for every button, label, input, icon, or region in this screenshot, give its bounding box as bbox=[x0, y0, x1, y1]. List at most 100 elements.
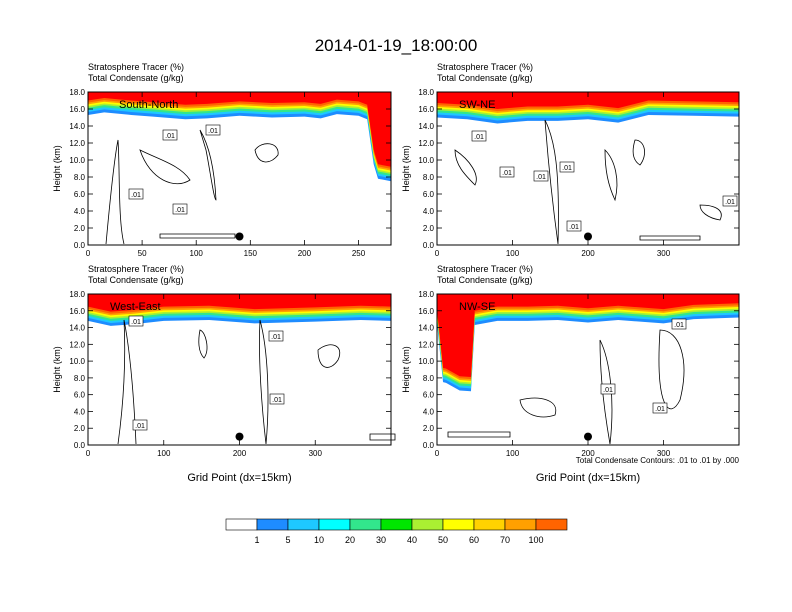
x-tick-label: 300 bbox=[657, 249, 671, 258]
y-tick-label: 14.0 bbox=[69, 324, 85, 333]
contour-label-box bbox=[162, 129, 178, 141]
y-tick-label: 6.0 bbox=[74, 391, 86, 400]
condensate-contour bbox=[259, 319, 269, 445]
x-tick-label: 200 bbox=[581, 249, 595, 258]
contour-label: .01 bbox=[536, 174, 546, 181]
panel-west-east: Stratosphere Tracer (%)Total Condensate … bbox=[52, 264, 396, 484]
x-tick-label: 300 bbox=[657, 449, 671, 458]
contour-label: .01 bbox=[569, 224, 579, 231]
y-tick-label: 4.0 bbox=[423, 207, 435, 216]
section-label: South-North bbox=[119, 99, 178, 111]
contour-label: .01 bbox=[655, 406, 665, 413]
y-tick-label: 18.0 bbox=[69, 290, 85, 299]
contour-label: .01 bbox=[208, 128, 218, 135]
y-tick-label: 10.0 bbox=[418, 357, 434, 366]
contour-label-box bbox=[205, 124, 221, 136]
colorbar-label: 40 bbox=[407, 535, 417, 545]
contour-label-box bbox=[533, 170, 549, 182]
contour-label-box bbox=[268, 330, 284, 342]
tracer-band-2 bbox=[437, 294, 739, 387]
colorbar-label: 10 bbox=[314, 535, 324, 545]
contour-label: .01 bbox=[562, 165, 572, 172]
y-tick-label: 16.0 bbox=[418, 105, 434, 114]
location-marker bbox=[584, 432, 592, 441]
y-axis-label: Height (km) bbox=[401, 346, 411, 393]
y-tick-label: 12.0 bbox=[418, 340, 434, 349]
condensate-contour bbox=[117, 319, 137, 445]
contour-label: .01 bbox=[674, 322, 684, 329]
condensate-contour bbox=[105, 139, 125, 245]
x-tick-label: 300 bbox=[309, 449, 323, 458]
panel-south-north: Stratosphere Tracer (%)Total Condensate … bbox=[52, 62, 392, 258]
panel-subtitle-tracer: Stratosphere Tracer (%) bbox=[437, 62, 533, 72]
x-tick-label: 100 bbox=[506, 449, 520, 458]
contour-label-box bbox=[559, 161, 575, 173]
section-label: SW-NE bbox=[459, 99, 495, 111]
section-label: NW-SE bbox=[459, 301, 495, 313]
y-tick-label: 2.0 bbox=[423, 424, 435, 433]
contour-label-box bbox=[566, 220, 582, 232]
condensate-contour bbox=[159, 233, 236, 239]
x-tick-label: 50 bbox=[138, 249, 147, 258]
y-tick-label: 4.0 bbox=[74, 407, 86, 416]
y-tick-label: 0.0 bbox=[423, 441, 435, 450]
contour-label: .01 bbox=[502, 170, 512, 177]
contour-label: .01 bbox=[272, 397, 282, 404]
condensate-contour bbox=[447, 431, 511, 438]
condensate-contour bbox=[454, 149, 477, 186]
condensate-contour bbox=[519, 397, 557, 418]
panel-subtitle-condensate: Total Condensate (g/kg) bbox=[437, 73, 533, 83]
panel-sw-ne: Stratosphere Tracer (%)Total Condensate … bbox=[401, 62, 740, 258]
condensate-contour bbox=[639, 235, 701, 241]
colorbar-label: 1 bbox=[254, 535, 259, 545]
tracer-band-1 bbox=[88, 92, 391, 179]
x-tick-label: 200 bbox=[298, 249, 312, 258]
panel-subtitle-condensate: Total Condensate (g/kg) bbox=[437, 275, 533, 285]
y-axis-label: Height (km) bbox=[52, 145, 62, 192]
x-tick-label: 100 bbox=[157, 449, 171, 458]
condensate-contour bbox=[699, 204, 722, 221]
contour-label: .01 bbox=[135, 423, 145, 430]
colorbar-swatch bbox=[535, 518, 568, 531]
y-tick-label: 8.0 bbox=[74, 173, 86, 182]
panel-subtitle-tracer: Stratosphere Tracer (%) bbox=[437, 264, 533, 274]
colorbar-swatch bbox=[225, 518, 258, 531]
colorbar-label: 5 bbox=[285, 535, 290, 545]
colorbar-swatch bbox=[473, 518, 506, 531]
location-marker bbox=[584, 232, 592, 241]
x-axis-label: Grid Point (dx=15km) bbox=[187, 472, 291, 484]
panel-nw-se: Stratosphere Tracer (%)Total Condensate … bbox=[401, 264, 740, 484]
plot-frame bbox=[87, 91, 392, 246]
colorbar-swatch bbox=[256, 518, 289, 531]
y-tick-label: 4.0 bbox=[423, 407, 435, 416]
contour-label: .01 bbox=[175, 207, 185, 214]
x-tick-label: 200 bbox=[233, 449, 247, 458]
y-tick-label: 10.0 bbox=[418, 156, 434, 165]
x-tick-label: 200 bbox=[581, 449, 595, 458]
contour-label: .01 bbox=[603, 387, 613, 394]
y-axis-label: Height (km) bbox=[52, 346, 62, 393]
contour-label: .01 bbox=[165, 133, 175, 140]
y-tick-label: 14.0 bbox=[418, 122, 434, 131]
condensate-contour bbox=[254, 143, 279, 163]
x-tick-label: 0 bbox=[86, 249, 91, 258]
location-marker bbox=[235, 232, 244, 241]
location-marker bbox=[235, 432, 244, 441]
colorbar-swatch bbox=[442, 518, 475, 531]
y-tick-label: 10.0 bbox=[69, 156, 85, 165]
x-tick-label: 0 bbox=[86, 449, 91, 458]
contour-note: Total Condensate Contours: .01 to .01 by… bbox=[576, 456, 740, 465]
contour-label-box bbox=[128, 315, 144, 327]
y-tick-label: 8.0 bbox=[423, 374, 435, 383]
y-tick-label: 18.0 bbox=[418, 88, 434, 97]
contour-label: .01 bbox=[271, 334, 281, 341]
contour-label-box bbox=[671, 318, 687, 330]
condensate-contour bbox=[632, 139, 645, 166]
panel-subtitle-tracer: Stratosphere Tracer (%) bbox=[88, 264, 184, 274]
y-tick-label: 4.0 bbox=[74, 207, 86, 216]
condensate-contour bbox=[317, 344, 341, 368]
contour-label-box bbox=[172, 203, 188, 215]
colorbar-label: 70 bbox=[500, 535, 510, 545]
colorbar-swatch bbox=[411, 518, 444, 531]
x-tick-label: 100 bbox=[506, 249, 520, 258]
